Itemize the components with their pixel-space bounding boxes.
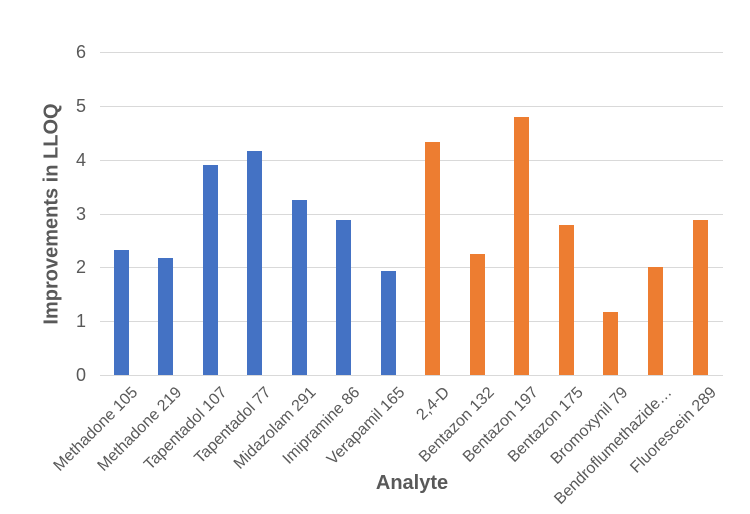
bar-2-4-d — [425, 141, 441, 375]
y-tick-label: 1 — [75, 311, 86, 332]
y-tick-label: 2 — [75, 257, 86, 278]
gridline — [100, 52, 723, 53]
bar-tapentadol-77 — [247, 150, 263, 375]
gridline — [100, 159, 723, 161]
bar-fluorescein-289 — [692, 219, 708, 375]
gridline — [100, 267, 723, 269]
y-tick-label: 6 — [75, 42, 86, 62]
gridline — [100, 321, 723, 323]
bar-bentazon-132 — [469, 254, 485, 375]
y-tick-label: 0 — [75, 365, 86, 385]
x-category-label: 2,4-D — [413, 384, 453, 424]
bar-bromoxynil-79 — [603, 312, 619, 375]
bar-methadone-105 — [113, 249, 129, 375]
x-category-label: Imipramine 86 — [280, 384, 364, 468]
bar-bentazon-197 — [514, 116, 530, 375]
bar-imipramine-86 — [336, 219, 352, 375]
x-category-label: Bromoxynil 79 — [547, 384, 631, 468]
gridline — [100, 105, 723, 107]
plot-area — [100, 52, 723, 376]
bar-midazolam-291 — [291, 200, 307, 375]
bar-bendroflumethazide — [647, 267, 663, 375]
y-tick-label: 5 — [75, 95, 86, 116]
bar-tapentadol-107 — [202, 165, 218, 375]
bar-methadone-219 — [158, 258, 174, 375]
y-tick-label: 3 — [75, 203, 86, 224]
y-tick-label: 4 — [75, 149, 86, 170]
gridline — [100, 213, 723, 215]
bar-verapamil-165 — [380, 271, 396, 375]
x-axis-title: Analyte — [375, 472, 449, 494]
bar-bentazon-175 — [558, 225, 574, 375]
